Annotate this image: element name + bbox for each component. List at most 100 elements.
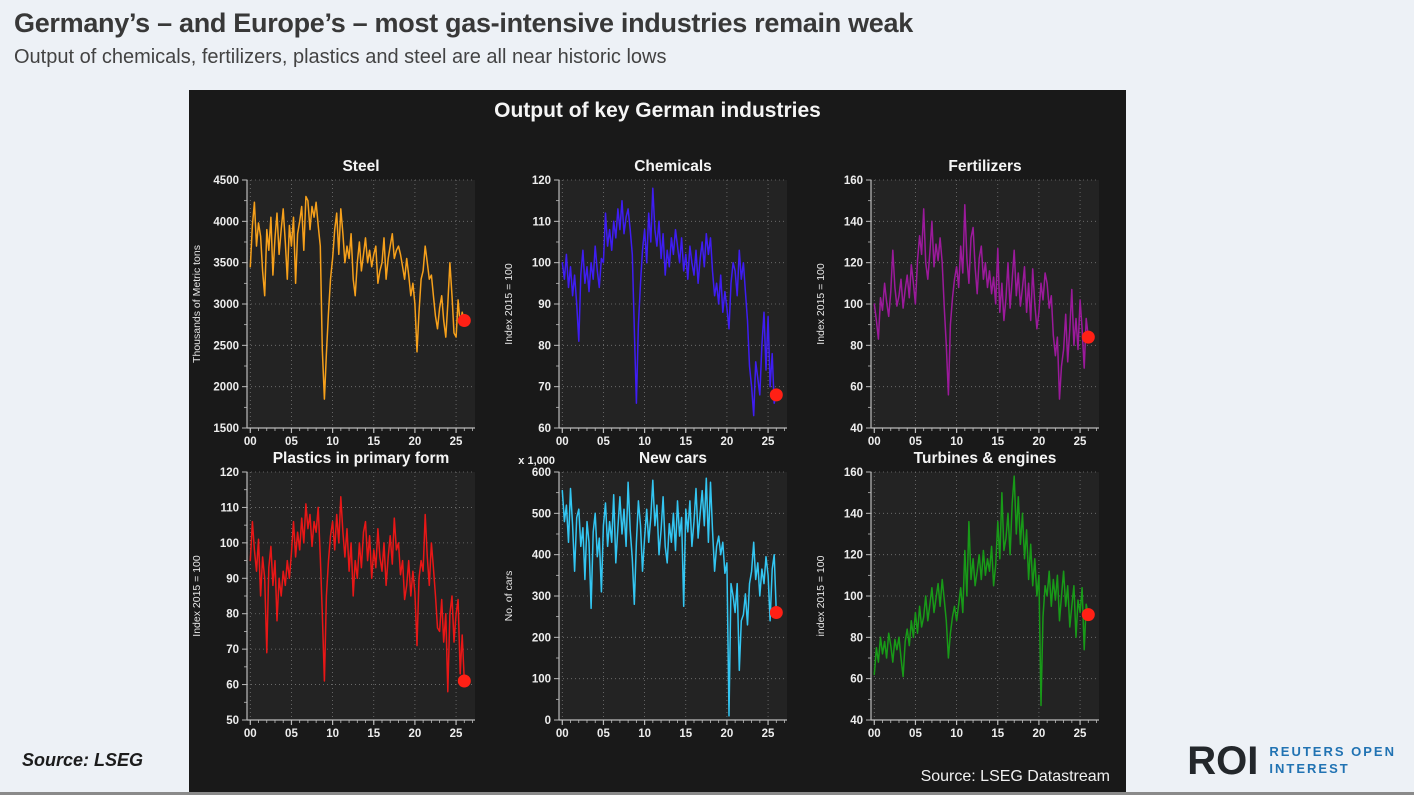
x-tick-label: 00 — [244, 436, 257, 448]
x-tick-label: 20 — [721, 728, 734, 740]
series-line — [561, 187, 778, 417]
roi-logo-line2: INTEREST — [1269, 761, 1350, 776]
bottom-border — [0, 792, 1414, 795]
plastics-chart: 50 60 70 80 90 100 110 120 00 05 10 15 20 25 Plastics … — [191, 450, 475, 740]
plot-area — [559, 180, 787, 428]
y-tick-label: 100 — [844, 299, 863, 311]
plot-area — [247, 472, 475, 720]
x-tick-label: 15 — [991, 728, 1004, 740]
subplot-title: Chemicals — [634, 158, 712, 175]
plot-area — [871, 180, 1099, 428]
y-tick-label: 110 — [532, 216, 551, 228]
x-tick-label: 00 — [868, 728, 881, 740]
y-tick-label: 2000 — [213, 382, 239, 394]
y-tick-label: 600 — [532, 467, 551, 479]
y-tick-label: 40 — [850, 715, 863, 727]
new-cars-chart: 0 100 200 300 400 500 600 00 05 10 15 20 25 New cars x… — [503, 450, 787, 740]
y-tick-label: 60 — [538, 423, 551, 435]
y-tick-label: 60 — [226, 680, 239, 692]
y-tick-label: 200 — [532, 632, 551, 644]
y-tick-label: 160 — [844, 467, 863, 479]
x-tick-label: 05 — [909, 728, 922, 740]
y-tick-label: 80 — [850, 340, 863, 352]
y-tick-label: 40 — [850, 423, 863, 435]
x-tick-label: 05 — [597, 728, 610, 740]
y-tick-label: 2500 — [213, 340, 239, 352]
y-tick-label: 3500 — [213, 258, 239, 270]
roi-logo-words: REUTERS OPEN INTEREST — [1269, 744, 1396, 778]
x-tick-label: 15 — [367, 728, 380, 740]
subplot-fertilizers: 40 60 80 100 120 140 160 00 05 10 15 20 25 Fertilizer… — [813, 156, 1125, 448]
x-tick-label: 15 — [679, 728, 692, 740]
latest-point-marker — [457, 674, 471, 688]
page-title: Germany’s – and Europe’s – most gas-inte… — [14, 8, 913, 38]
y-tick-label: 70 — [538, 382, 551, 394]
x-tick-label: 25 — [1074, 436, 1087, 448]
latest-point-marker — [1081, 330, 1095, 344]
turbines-chart: 40 60 80 100 120 140 160 00 05 10 15 20 25 Turbines &… — [815, 450, 1099, 740]
series-line — [873, 475, 1090, 707]
series-line — [873, 204, 1090, 400]
subplot-new-cars: 0 100 200 300 400 500 600 00 05 10 15 20 25 New cars x… — [501, 448, 813, 748]
y-axis-label: Thousands of Metric tons — [191, 245, 203, 363]
y-tick-label: 70 — [226, 644, 239, 656]
x-tick-label: 00 — [556, 728, 569, 740]
chart-panel: Output of key German industries 1500 2000… — [189, 90, 1126, 792]
subplot-title: Turbines & engines — [914, 450, 1057, 467]
x-tick-label: 05 — [597, 436, 610, 448]
y-axis-label: index 2015 = 100 — [815, 555, 827, 636]
series-line — [249, 195, 466, 400]
roi-logo-line1: REUTERS OPEN — [1269, 744, 1396, 760]
series-line — [249, 496, 466, 693]
y-tick-label: 120 — [532, 175, 551, 187]
x-tick-label: 20 — [409, 728, 422, 740]
x-tick-label: 20 — [1033, 728, 1046, 740]
latest-point-marker — [769, 606, 783, 619]
chart-title: Output of key German industries — [494, 99, 821, 122]
x-tick-label: 25 — [450, 436, 463, 448]
y-tick-label: 160 — [844, 175, 863, 187]
unit-label: x 1,000 — [518, 455, 555, 467]
plot-area — [559, 472, 787, 720]
y-tick-label: 90 — [226, 573, 239, 585]
x-tick-label: 05 — [285, 436, 298, 448]
y-tick-label: 3000 — [213, 299, 239, 311]
latest-point-marker — [769, 388, 783, 402]
source-note: Source: LSEG — [22, 750, 144, 770]
roi-logo: ROI REUTERS OPEN INTEREST — [1187, 741, 1396, 781]
subplot-title: Steel — [342, 158, 379, 175]
y-tick-label: 80 — [538, 340, 551, 352]
x-tick-label: 05 — [285, 728, 298, 740]
y-tick-label: 500 — [532, 508, 551, 520]
y-tick-label: 4000 — [213, 216, 239, 228]
y-tick-label: 120 — [844, 258, 863, 270]
chemicals-chart: 60 70 80 90 100 110 120 00 05 10 15 20 25 Chemicals In… — [503, 158, 787, 448]
y-tick-label: 60 — [850, 382, 863, 394]
series-line — [561, 477, 778, 717]
y-tick-label: 110 — [220, 502, 239, 514]
panel-source: Source: LSEG Datastream — [920, 768, 1110, 785]
y-tick-label: 140 — [844, 508, 863, 520]
x-tick-label: 25 — [1074, 728, 1087, 740]
x-tick-label: 15 — [367, 436, 380, 448]
y-tick-label: 4500 — [213, 175, 239, 187]
x-tick-label: 10 — [638, 436, 651, 448]
latest-point-marker — [1081, 608, 1095, 622]
y-tick-label: 1500 — [213, 423, 239, 435]
x-tick-label: 10 — [326, 728, 339, 740]
x-tick-label: 00 — [556, 436, 569, 448]
subplot-title: Plastics in primary form — [273, 450, 450, 467]
x-tick-label: 00 — [244, 728, 257, 740]
latest-point-marker — [457, 314, 471, 327]
y-tick-label: 300 — [532, 591, 551, 603]
plot-area — [247, 180, 475, 428]
page-subtitle: Output of chemicals, fertilizers, plasti… — [14, 46, 667, 68]
y-axis-label: Index 2015 = 100 — [503, 263, 515, 345]
y-axis-label: Index 2015 = 100 — [815, 263, 827, 345]
x-tick-label: 15 — [991, 436, 1004, 448]
roi-logo-mark: ROI — [1187, 739, 1259, 783]
x-tick-label: 10 — [638, 728, 651, 740]
fertilizers-chart: 40 60 80 100 120 140 160 00 05 10 15 20 25 Fertilizer… — [815, 158, 1099, 448]
x-tick-label: 20 — [721, 436, 734, 448]
